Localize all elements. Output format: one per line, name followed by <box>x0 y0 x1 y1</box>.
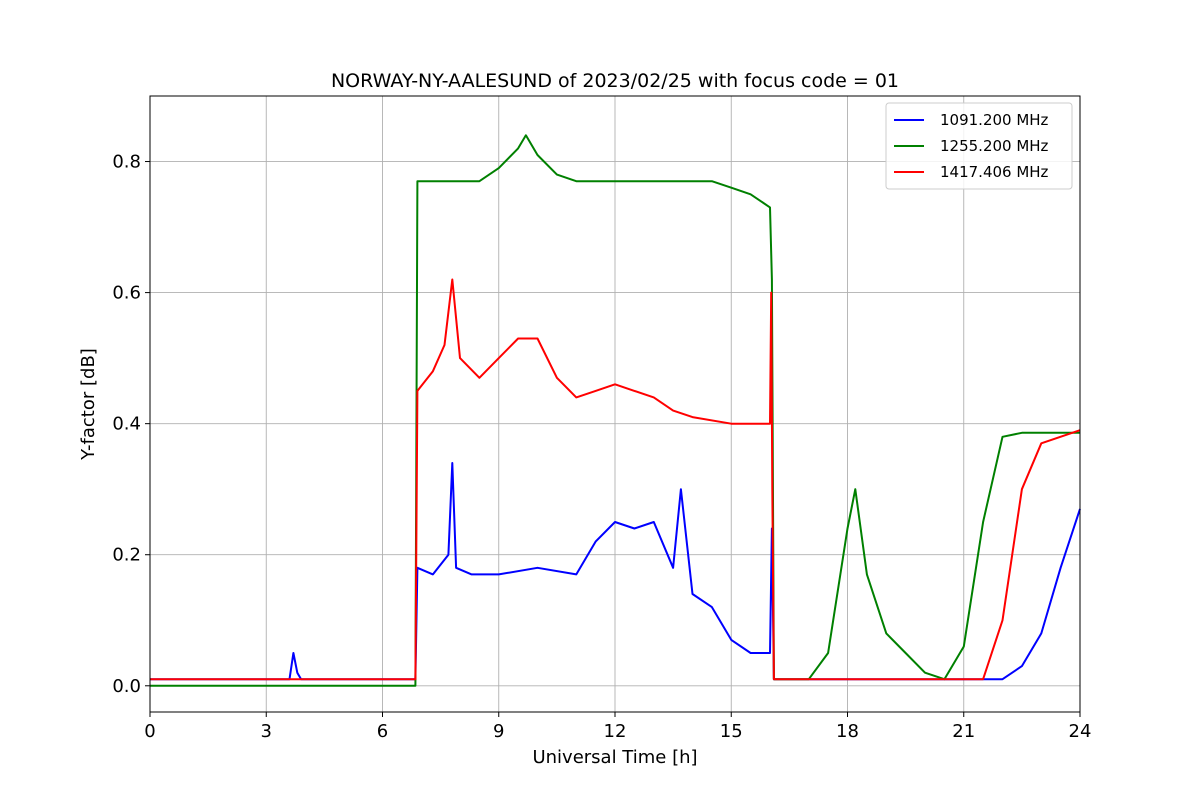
x-tick-label: 6 <box>377 721 388 742</box>
x-tick-label: 15 <box>720 721 743 742</box>
y-axis-label: Y-factor [dB] <box>78 348 99 461</box>
y-tick-label: 0.0 <box>112 676 141 697</box>
x-tick-label: 18 <box>836 721 859 742</box>
series-line-3 <box>150 278 1081 681</box>
x-tick-label: 12 <box>604 721 627 742</box>
ticks: 0 3 6 9 12 15 18 21 24 0.0 0.2 0.4 0.6 0.8 <box>112 152 1091 742</box>
y-tick-label: 0.4 <box>112 414 141 435</box>
x-tick-label: 24 <box>1069 721 1092 742</box>
x-tick-label: 21 <box>952 721 975 742</box>
legend: 1091.200 MHz 1255.200 MHz 1417.406 MHz <box>885 102 1073 190</box>
x-tick-label: 3 <box>261 721 272 742</box>
series-layer <box>150 134 1081 687</box>
chart-title: NORWAY-NY-AALESUND of 2023/02/25 with fo… <box>331 70 899 92</box>
x-tick-label: 0 <box>144 721 155 742</box>
legend-label-1: 1091.200 MHz <box>940 111 1049 129</box>
y-tick-label: 0.8 <box>112 152 141 173</box>
y-tick-label: 0.2 <box>112 545 141 566</box>
x-tick-label: 9 <box>493 721 504 742</box>
x-axis-label: Universal Time [h] <box>532 747 697 768</box>
legend-box <box>885 102 1073 190</box>
legend-label-2: 1255.200 MHz <box>940 137 1049 155</box>
legend-label-3: 1417.406 MHz <box>940 163 1049 181</box>
y-tick-label: 0.6 <box>112 283 141 304</box>
